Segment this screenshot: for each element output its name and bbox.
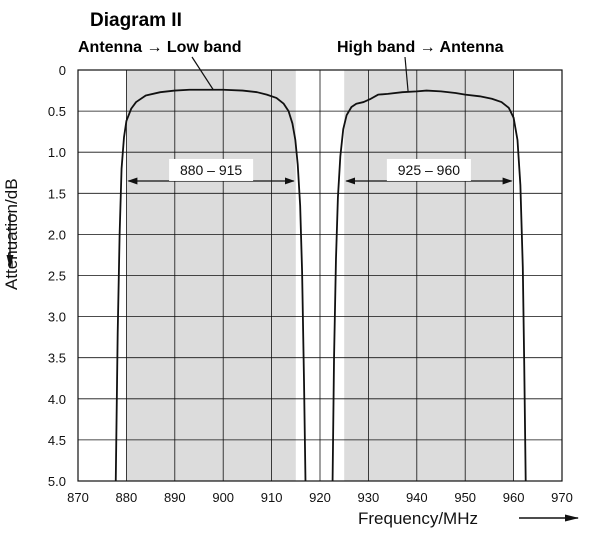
y-axis-title-group: Attenuation/dB (2, 178, 21, 290)
y-tick-label: 3.0 (48, 310, 66, 325)
x-tick-label: 910 (261, 490, 283, 505)
series-label-low-band: Antenna → Low band (78, 39, 242, 56)
y-tick-label: 0 (59, 63, 66, 78)
series-curves (114, 88, 527, 482)
y-tick-label: 4.0 (48, 392, 66, 407)
series-line-1 (331, 89, 527, 482)
band-range-label-1: 925 – 960 (398, 162, 460, 178)
x-tick-label: 930 (358, 490, 380, 505)
y-axis-title: Attenuation/dB (2, 178, 21, 290)
x-tick-label: 940 (406, 490, 428, 505)
x-tick-label: 890 (164, 490, 186, 505)
x-tick-label: 970 (551, 490, 573, 505)
y-tick-label: 2.0 (48, 227, 66, 242)
x-tick-label: 950 (454, 490, 476, 505)
series-label-high-band: High band → Antenna (337, 39, 504, 56)
y-tick-label: 0.5 (48, 104, 66, 119)
leader-line-low-band (191, 56, 215, 91)
y-tick-label: 2.5 (48, 269, 66, 284)
x-tick-label: 920 (309, 490, 331, 505)
band-range-label-bg-0 (169, 158, 254, 181)
y-tick-label: 3.5 (48, 351, 66, 366)
band-range-label-bg-1 (386, 158, 471, 181)
y-tick-label: 1.0 (48, 145, 66, 160)
x-tick-labels: 870 880 890 900 910 920 930 940 950 960 970 (67, 490, 573, 505)
x-tick-label: 880 (116, 490, 138, 505)
series-line-0 (114, 88, 307, 482)
grid-lines (78, 70, 562, 481)
chart-title: Diagram II (90, 10, 182, 31)
x-axis-title-group: Frequency/MHz (358, 509, 579, 528)
band-range-label-0: 880 – 915 (180, 162, 242, 178)
x-tick-label: 900 (212, 490, 234, 505)
series-leader-lines (191, 56, 409, 92)
y-tick-label: 5.0 (48, 474, 66, 489)
band-range-annotations: 880 – 915 925 – 960 (127, 158, 513, 185)
x-tick-label: 960 (503, 490, 525, 505)
y-tick-label: 1.5 (48, 186, 66, 201)
y-tick-labels: 0 0.5 1.0 1.5 2.0 2.5 3.0 3.5 4.0 4.5 5.0 (48, 63, 66, 489)
x-tick-label: 870 (67, 490, 89, 505)
plot-frame (77, 69, 563, 482)
y-tick-label: 4.5 (48, 433, 66, 448)
x-axis-title: Frequency/MHz (358, 509, 478, 528)
leader-line-high-band (404, 56, 409, 92)
